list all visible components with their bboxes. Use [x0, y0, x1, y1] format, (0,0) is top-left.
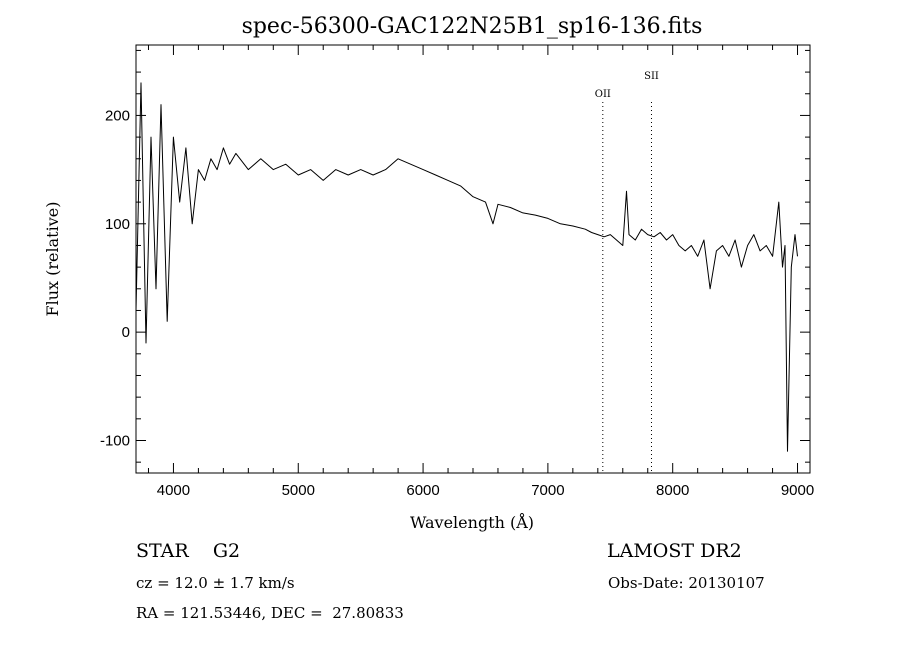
y-tick-label: 100 — [105, 216, 130, 233]
line-markers: OII SII — [595, 71, 659, 473]
x-tick-label: 4000 — [157, 482, 190, 499]
x-tick-label: 5000 — [282, 482, 315, 499]
y-tick-label: 0 — [122, 324, 130, 341]
spectrum-line — [135, 82, 798, 452]
x-tick-label: 6000 — [406, 482, 439, 499]
y-tick-label: 200 — [105, 107, 130, 124]
object-class: STAR G2 — [136, 540, 241, 562]
x-tick-label: 9000 — [781, 482, 814, 499]
chart-title: spec-56300-GAC122N25B1_sp16-136.fits — [242, 14, 703, 39]
redshift-text: cz = 12.0 ± 1.7 km/s — [136, 574, 295, 592]
spectrum-data — [135, 82, 798, 452]
emission-line-label: OII — [595, 89, 611, 100]
coords-text: RA = 121.53446, DEC = 27.80833 — [136, 604, 404, 622]
survey-name: LAMOST DR2 — [607, 540, 742, 562]
x-tick-label: 7000 — [531, 482, 564, 499]
plot-frame — [135, 44, 811, 474]
obs-date-text: Obs-Date: 20130107 — [608, 574, 765, 592]
y-axis-label: Flux (relative) — [43, 202, 62, 317]
y-tick-label: -100 — [100, 432, 130, 449]
x-axis-label: Wavelength (Å) — [410, 512, 534, 532]
axis-ticks: 4000 5000 6000 7000 8000 9000 -100 0 100 200 — [100, 45, 814, 499]
emission-line-label: SII — [644, 71, 659, 82]
x-tick-label: 8000 — [656, 482, 689, 499]
